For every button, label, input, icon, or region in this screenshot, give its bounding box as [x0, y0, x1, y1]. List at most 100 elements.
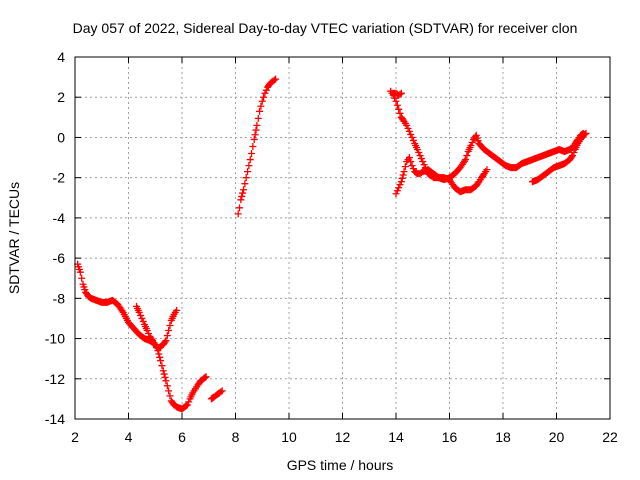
data-point: [158, 362, 166, 370]
data-point: [157, 357, 165, 365]
x-tick-label: 8: [232, 429, 240, 445]
data-point: [165, 327, 173, 335]
data-point: [420, 161, 428, 169]
y-tick-label: 0: [57, 129, 65, 145]
data-point: [396, 181, 404, 189]
x-tick-label: 4: [125, 429, 133, 445]
data-point: [407, 130, 415, 138]
y-tick-label: -14: [45, 411, 65, 427]
y-tick-label: -8: [53, 290, 66, 306]
data-point: [218, 387, 226, 395]
data-point: [405, 127, 413, 135]
series-track-3: [207, 387, 226, 403]
data-point: [76, 268, 84, 276]
series-track-8: [528, 129, 590, 186]
data-point: [248, 150, 256, 158]
data-point: [569, 152, 577, 160]
data-point: [245, 162, 253, 170]
data-point: [250, 135, 258, 143]
data-point: [395, 105, 403, 113]
data-point: [118, 307, 126, 315]
data-point: [570, 149, 578, 157]
data-point: [137, 311, 145, 319]
x-tick-label: 18: [495, 429, 511, 445]
data-point: [145, 330, 153, 338]
data-point: [407, 158, 415, 166]
data-point: [568, 153, 576, 161]
data-point: [262, 86, 270, 94]
data-point: [238, 192, 246, 200]
data-point: [161, 373, 169, 381]
data-point: [202, 373, 210, 381]
data-point: [237, 196, 245, 204]
data-point: [396, 109, 404, 117]
data-point: [416, 152, 424, 160]
data-point: [483, 166, 491, 174]
data-point: [467, 141, 475, 149]
data-point: [581, 130, 589, 138]
data-point: [182, 402, 190, 410]
data-point: [392, 97, 400, 105]
x-tick-label: 20: [549, 429, 565, 445]
data-point: [236, 204, 244, 212]
data-point: [463, 152, 471, 160]
y-tick-label: -2: [53, 170, 66, 186]
data-point: [415, 149, 423, 157]
y-tick-label: -6: [53, 250, 66, 266]
grid-lines: [75, 57, 610, 419]
data-point: [159, 367, 167, 375]
data-point: [155, 350, 163, 358]
data-point: [166, 392, 174, 400]
data-point: [408, 162, 416, 170]
data-point: [166, 321, 174, 329]
data-point: [217, 388, 225, 396]
data-point: [393, 101, 401, 109]
data-point: [409, 136, 417, 144]
data-point: [393, 187, 401, 195]
data-point: [162, 377, 170, 385]
data-point: [397, 89, 405, 97]
x-tick-label: 6: [178, 429, 186, 445]
data-point: [156, 353, 164, 361]
data-point: [251, 131, 259, 139]
data-point: [272, 75, 280, 83]
data-point: [417, 155, 425, 163]
data-point: [143, 327, 151, 335]
data-point: [256, 107, 264, 115]
data-point: [258, 97, 266, 105]
data-point: [408, 133, 416, 141]
data-point: [468, 138, 476, 146]
data-point: [401, 163, 409, 171]
data-point: [462, 156, 470, 164]
data-point: [403, 121, 411, 129]
data-series: [74, 75, 590, 413]
y-tick-label: 2: [57, 89, 65, 105]
x-tick-label: 10: [281, 429, 297, 445]
data-point: [135, 308, 143, 316]
data-point: [201, 373, 209, 381]
data-point: [183, 401, 191, 409]
data-point: [419, 158, 427, 166]
data-point: [582, 129, 590, 137]
data-point: [413, 146, 421, 154]
x-tick-label: 14: [388, 429, 404, 445]
data-point: [78, 274, 86, 282]
series-track-4: [234, 75, 280, 218]
data-point: [253, 121, 261, 129]
data-point: [399, 171, 407, 179]
y-tick-label: 4: [57, 49, 65, 65]
data-point: [163, 382, 171, 390]
data-point: [398, 174, 406, 182]
data-point: [173, 306, 181, 314]
y-tick-label: -10: [45, 331, 65, 347]
data-point: [460, 157, 468, 165]
x-tick-label: 2: [71, 429, 79, 445]
data-point: [257, 102, 265, 110]
y-tick-label: -12: [45, 371, 65, 387]
y-axis-label: SDTVAR / TECUs: [6, 182, 22, 294]
data-point: [244, 168, 252, 176]
data-point: [254, 114, 262, 122]
